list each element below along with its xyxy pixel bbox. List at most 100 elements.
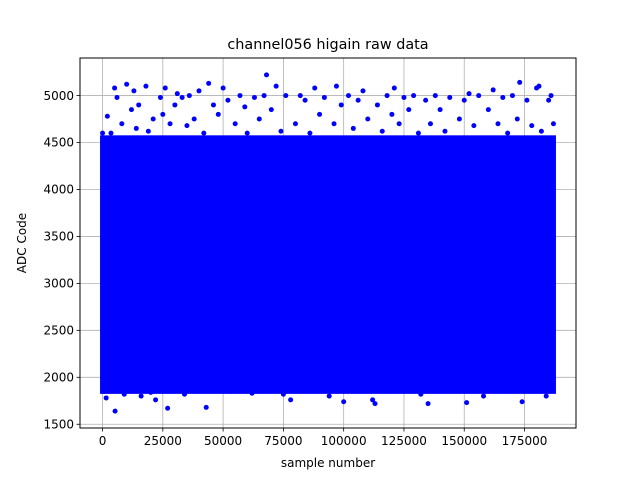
y-tick-label: 2000 bbox=[43, 370, 74, 384]
scatter-point bbox=[471, 123, 477, 129]
y-tick-label: 3000 bbox=[43, 277, 74, 291]
scatter-point bbox=[524, 97, 530, 103]
scatter-point bbox=[505, 130, 511, 136]
scatter-point bbox=[476, 93, 482, 99]
scatter-point bbox=[182, 391, 188, 397]
dense-band-layer bbox=[100, 135, 556, 394]
scatter-point bbox=[283, 93, 289, 99]
scatter-point bbox=[150, 116, 156, 122]
scatter-point bbox=[162, 85, 168, 91]
scatter-point bbox=[138, 393, 144, 399]
y-tick-label: 3500 bbox=[43, 230, 74, 244]
y-tick-label: 5000 bbox=[43, 89, 74, 103]
scatter-point bbox=[131, 88, 137, 94]
scatter-point bbox=[108, 130, 114, 136]
y-axis-label: ADC Code bbox=[15, 213, 29, 273]
scatter-point bbox=[143, 83, 149, 89]
scatter-point bbox=[427, 121, 433, 127]
scatter-point bbox=[374, 102, 380, 108]
scatter-point bbox=[261, 93, 267, 99]
scatter-point bbox=[384, 93, 390, 99]
scatter-point bbox=[278, 128, 284, 134]
scatter-point bbox=[447, 94, 453, 100]
scatter-point bbox=[201, 130, 207, 136]
scatter-point bbox=[244, 130, 250, 136]
scatter-point bbox=[128, 107, 134, 113]
scatter-point bbox=[341, 399, 347, 405]
y-tick-label: 1500 bbox=[43, 417, 74, 431]
scatter-point bbox=[423, 97, 429, 103]
scatter-point bbox=[509, 93, 515, 99]
scatter-point bbox=[242, 104, 248, 110]
scatter-point bbox=[355, 97, 361, 103]
scatter-point bbox=[514, 116, 520, 122]
scatter-point bbox=[370, 397, 376, 403]
scatter-point bbox=[196, 88, 202, 94]
scatter-point bbox=[112, 85, 118, 91]
scatter-point bbox=[280, 391, 286, 397]
scatter-point bbox=[495, 121, 501, 127]
scatter-point bbox=[297, 93, 303, 99]
scatter-point bbox=[442, 128, 448, 134]
scatter-point bbox=[136, 102, 142, 108]
scatter-point bbox=[389, 111, 395, 117]
scatter-point bbox=[317, 111, 323, 117]
scatter-point bbox=[251, 94, 257, 100]
scatter-point bbox=[543, 393, 549, 399]
scatter-point bbox=[112, 408, 118, 414]
scatter-point bbox=[312, 85, 318, 91]
scatter-point bbox=[326, 393, 332, 399]
scatter-point bbox=[273, 83, 279, 89]
x-tick-label: 75000 bbox=[264, 434, 302, 448]
scatter-point bbox=[418, 391, 424, 397]
scatter-point bbox=[396, 121, 402, 127]
scatter-point bbox=[167, 121, 173, 127]
scatter-point bbox=[227, 388, 233, 394]
scatter-point bbox=[153, 397, 159, 403]
scatter-point bbox=[411, 93, 417, 99]
scatter-point bbox=[321, 94, 327, 100]
chart-title: channel056 higain raw data bbox=[227, 37, 428, 53]
scatter-point bbox=[292, 121, 298, 127]
scatter-point bbox=[536, 83, 542, 89]
scatter-point bbox=[101, 388, 107, 394]
plot-area-frame bbox=[79, 57, 577, 429]
y-tick-label: 4500 bbox=[43, 136, 74, 150]
x-axis-label: sample number bbox=[281, 456, 375, 470]
scatter-point bbox=[464, 400, 470, 406]
scatter-point bbox=[415, 130, 421, 136]
scatter-point bbox=[372, 401, 378, 407]
scatter-point bbox=[220, 85, 226, 91]
scatter-point bbox=[206, 80, 212, 86]
scatter-point bbox=[365, 116, 371, 122]
scatter-point bbox=[256, 116, 262, 122]
scatter-point bbox=[331, 121, 337, 127]
x-tick-label: 175000 bbox=[502, 434, 548, 448]
scatter-point bbox=[249, 390, 255, 396]
scatter-point bbox=[333, 83, 339, 89]
scatter-point bbox=[481, 393, 487, 399]
scatter-point bbox=[133, 125, 139, 131]
scatter-point bbox=[225, 97, 231, 103]
scatter-point bbox=[160, 111, 166, 117]
scatter-point bbox=[268, 107, 274, 113]
scatter-point bbox=[237, 93, 243, 99]
scatter-point bbox=[391, 85, 397, 91]
scatter-point bbox=[425, 401, 431, 407]
scatter-point bbox=[406, 107, 412, 113]
y-tick-label: 2500 bbox=[43, 324, 74, 338]
scatter-point bbox=[401, 94, 407, 100]
scatter-point bbox=[461, 97, 467, 103]
scatter-point bbox=[338, 102, 344, 108]
scatter-point bbox=[114, 94, 120, 100]
scatter-point bbox=[232, 121, 238, 127]
scatter-point bbox=[379, 128, 385, 134]
scatter-point bbox=[103, 395, 109, 401]
x-tick-label: 25000 bbox=[144, 434, 182, 448]
x-tick-label: 0 bbox=[99, 434, 107, 448]
x-tick-label: 50000 bbox=[204, 434, 242, 448]
points-layer bbox=[100, 72, 556, 414]
scatter-point bbox=[119, 121, 125, 127]
scatter-point bbox=[350, 125, 356, 131]
